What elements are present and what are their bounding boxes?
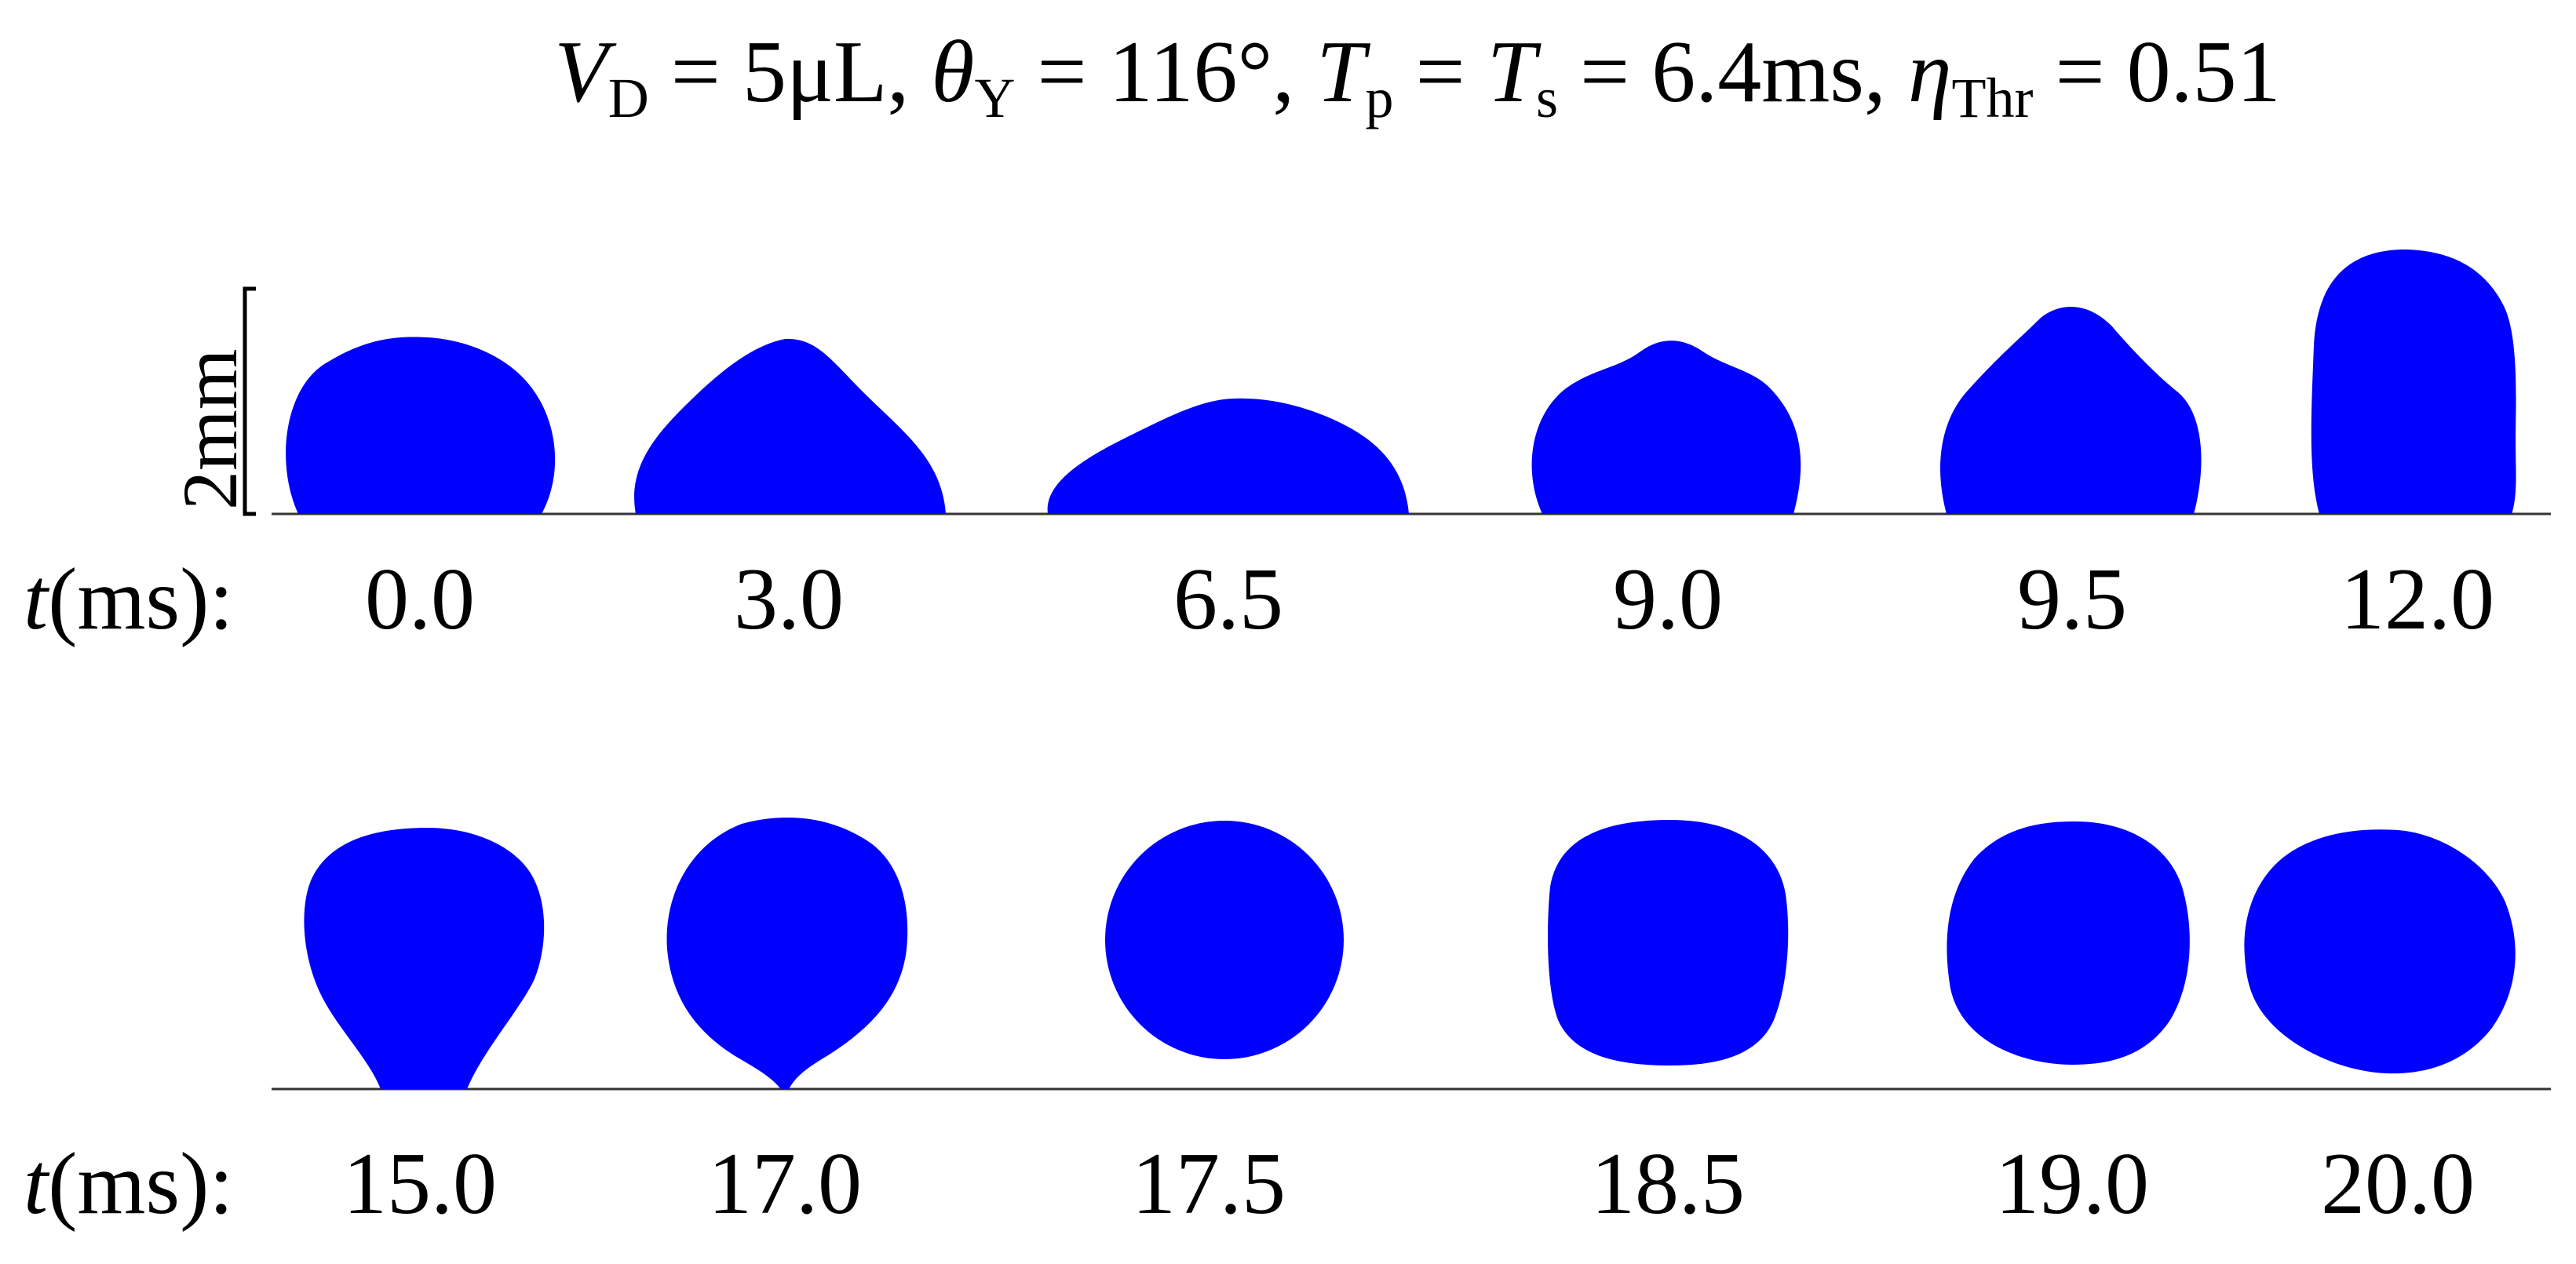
eta-value: = 0.51 bbox=[2033, 24, 2281, 121]
droplet-t17 bbox=[666, 818, 908, 1089]
time-value: 3.0 bbox=[734, 551, 844, 648]
vd-value: = 5μL, bbox=[648, 24, 932, 121]
theta-symbol: θ bbox=[931, 24, 975, 121]
droplet-t0 bbox=[286, 337, 556, 514]
droplet-t15 bbox=[304, 828, 545, 1089]
time-value: 19.0 bbox=[1995, 1135, 2149, 1233]
eta-symbol: η bbox=[1907, 24, 1952, 121]
ts-symbol: T bbox=[1487, 24, 1536, 121]
time-value: 12.0 bbox=[2341, 551, 2494, 648]
ts-value: = 6.4ms, bbox=[1558, 24, 1908, 121]
scale-bar-label: 2mm bbox=[166, 348, 254, 510]
time-value: 18.5 bbox=[1591, 1135, 1745, 1233]
time-value: 17.5 bbox=[1132, 1135, 1286, 1233]
droplet-t19 bbox=[1947, 821, 2190, 1065]
row1-unit: (ms): bbox=[48, 551, 234, 648]
scale-bar-bracket bbox=[243, 286, 256, 516]
theta-subscript: Y bbox=[974, 67, 1016, 129]
ts-subscript: s bbox=[1536, 67, 1559, 129]
time-value: 17.0 bbox=[708, 1135, 862, 1233]
row2-t-symbol: t bbox=[24, 1135, 49, 1233]
droplet-t17-5 bbox=[1105, 821, 1344, 1059]
droplet-t12 bbox=[2311, 250, 2516, 514]
droplet-t20 bbox=[2244, 829, 2516, 1074]
eta-subscript: Thr bbox=[1951, 67, 2034, 129]
time-value: 9.5 bbox=[2017, 551, 2127, 648]
figure-title: VD = 5μL, θY = 116°, Tp = Ts = 6.4ms, ηT… bbox=[0, 22, 2576, 126]
row2-unit: (ms): bbox=[48, 1135, 234, 1233]
time-value: 15.0 bbox=[343, 1135, 497, 1233]
time-value: 9.0 bbox=[1613, 551, 1723, 648]
equals-sign: = bbox=[1393, 24, 1487, 121]
theta-value: = 116°, bbox=[1015, 24, 1317, 121]
droplet-t18-5 bbox=[1548, 820, 1789, 1065]
droplet-t9 bbox=[1531, 341, 1801, 514]
vd-symbol: V bbox=[554, 24, 608, 121]
droplet-t6-5 bbox=[1047, 398, 1409, 514]
time-value: 6.5 bbox=[1173, 551, 1283, 648]
tp-subscript: p bbox=[1365, 67, 1394, 129]
droplet-t3 bbox=[634, 338, 946, 514]
droplet-t9-5 bbox=[1940, 307, 2202, 514]
time-value: 0.0 bbox=[365, 551, 475, 648]
row1-t-symbol: t bbox=[24, 551, 49, 648]
tp-symbol: T bbox=[1316, 24, 1366, 121]
row2-time-label: t(ms): bbox=[24, 1134, 234, 1235]
vd-subscript: D bbox=[608, 67, 649, 129]
time-value: 20.0 bbox=[2321, 1135, 2475, 1233]
row1-time-label: t(ms): bbox=[24, 549, 234, 650]
